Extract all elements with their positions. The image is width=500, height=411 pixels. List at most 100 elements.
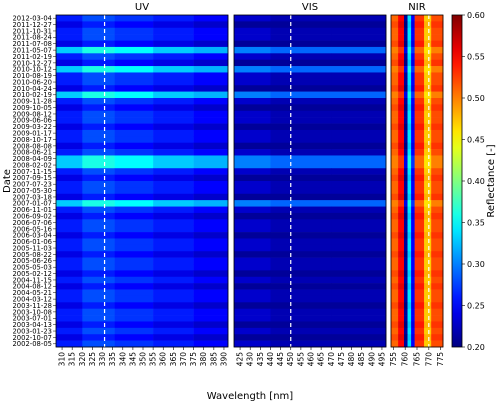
heatmap-cell bbox=[331, 117, 387, 124]
heatmap-cell bbox=[407, 117, 412, 124]
colorbar-tick-label: 0.45 bbox=[467, 136, 485, 145]
heatmap-cell bbox=[56, 78, 83, 86]
heatmap-cell bbox=[411, 206, 415, 214]
heatmap-cell bbox=[431, 187, 444, 195]
y-tick-label: 2011-08-24 bbox=[12, 34, 52, 42]
heatmap-cell bbox=[193, 219, 229, 226]
heatmap-cell bbox=[114, 289, 154, 297]
heatmap-cell bbox=[153, 302, 194, 309]
x-tick-label: 460 bbox=[307, 352, 316, 367]
heatmap-cell bbox=[431, 206, 444, 214]
heatmap-cell bbox=[82, 15, 115, 22]
heatmap-cell bbox=[153, 206, 194, 214]
heatmap-cell bbox=[391, 270, 399, 278]
heatmap-cell bbox=[153, 219, 194, 226]
heatmap-cell bbox=[193, 104, 229, 112]
heatmap-cell bbox=[431, 66, 444, 73]
heatmap-cell bbox=[431, 149, 444, 156]
heatmap-cell bbox=[391, 149, 399, 156]
heatmap-cell bbox=[82, 187, 115, 195]
heatmap-cell bbox=[270, 136, 332, 143]
heatmap-cell bbox=[411, 34, 415, 41]
heatmap-cell bbox=[270, 168, 332, 175]
heatmap-cell bbox=[114, 225, 154, 233]
heatmap-cell bbox=[407, 219, 412, 226]
heatmap-cell bbox=[407, 59, 412, 67]
heatmap-cell bbox=[56, 264, 83, 271]
y-tick-label: 2006-05-16 bbox=[12, 225, 52, 233]
heatmap-cell bbox=[82, 59, 115, 67]
heatmap-cell bbox=[153, 193, 194, 201]
y-tick-label: 2011-12-27 bbox=[12, 21, 52, 29]
heatmap-cell bbox=[407, 46, 412, 54]
heatmap-cell bbox=[398, 219, 405, 226]
y-tick-label: 2005-02-12 bbox=[12, 270, 52, 278]
heatmap-cell bbox=[414, 264, 425, 271]
heatmap-cell bbox=[82, 161, 115, 169]
heatmap-cell bbox=[398, 21, 405, 29]
x-tick-label: 325 bbox=[88, 352, 97, 367]
x-axis-label: Wavelength [nm] bbox=[207, 391, 293, 402]
heatmap-cell bbox=[234, 117, 271, 124]
y-tick-label: 2011-07-08 bbox=[12, 40, 52, 48]
heatmap-cell bbox=[404, 85, 408, 92]
heatmap-cell bbox=[82, 334, 115, 341]
heatmap-cell bbox=[414, 27, 425, 35]
heatmap-cell bbox=[391, 187, 399, 195]
heatmap-cell bbox=[407, 315, 412, 322]
heatmap-cell bbox=[398, 110, 405, 118]
heatmap-cell bbox=[331, 21, 387, 29]
heatmap-cell bbox=[411, 27, 415, 35]
heatmap-cell bbox=[234, 110, 271, 118]
heatmap-cell bbox=[414, 251, 425, 258]
x-tick-label: 320 bbox=[78, 352, 87, 367]
heatmap-cell bbox=[407, 321, 412, 329]
heatmap-cell bbox=[391, 295, 399, 303]
heatmap-cell bbox=[193, 212, 229, 220]
heatmap-cell bbox=[404, 276, 408, 284]
heatmap-cell bbox=[431, 257, 444, 265]
heatmap-cell bbox=[411, 59, 415, 67]
heatmap-cell bbox=[193, 232, 229, 239]
heatmap-cell bbox=[411, 321, 415, 329]
heatmap-cell bbox=[398, 283, 405, 290]
y-tick-label: 2011-02-19 bbox=[12, 53, 52, 61]
heatmap-cell bbox=[193, 142, 229, 150]
colorbar-tick-label: 0.55 bbox=[467, 53, 485, 62]
heatmap-cell bbox=[431, 193, 444, 201]
heatmap-cell bbox=[331, 34, 387, 41]
heatmap-cell bbox=[114, 200, 154, 207]
heatmap-cell bbox=[411, 98, 415, 105]
heatmap-cell bbox=[391, 85, 399, 92]
heatmap-cell bbox=[404, 244, 408, 252]
heatmap-cell bbox=[82, 174, 115, 182]
heatmap-cell bbox=[114, 181, 154, 188]
heatmap-cell bbox=[404, 327, 408, 335]
colorbar bbox=[451, 14, 463, 348]
heatmap-cell bbox=[391, 289, 399, 297]
heatmap-cell bbox=[153, 155, 194, 163]
heatmap-cell bbox=[82, 181, 115, 188]
heatmap-cell bbox=[404, 302, 408, 309]
heatmap-cell bbox=[414, 219, 425, 226]
heatmap-cell bbox=[270, 98, 332, 105]
heatmap-cell bbox=[56, 91, 83, 99]
x-tick-label: 480 bbox=[347, 352, 356, 367]
heatmap-cell bbox=[398, 200, 405, 207]
heatmap-cell bbox=[411, 110, 415, 118]
x-tick-label: 465 bbox=[317, 352, 326, 367]
heatmap-cell bbox=[270, 206, 332, 214]
y-tick-label: 2009-08-12 bbox=[12, 110, 52, 118]
panel-title: NIR bbox=[408, 2, 425, 13]
heatmap-cell bbox=[407, 129, 412, 137]
heatmap-cell bbox=[270, 251, 332, 258]
heatmap-cell bbox=[424, 193, 432, 201]
heatmap-cell bbox=[331, 334, 387, 341]
x-tick-label: 490 bbox=[367, 352, 376, 367]
heatmap-cell bbox=[331, 327, 387, 335]
heatmap-cell bbox=[270, 212, 332, 220]
heatmap-cell bbox=[234, 251, 271, 258]
heatmap-cell bbox=[431, 334, 444, 341]
heatmap-cell bbox=[391, 53, 399, 60]
heatmap-cell bbox=[431, 181, 444, 188]
